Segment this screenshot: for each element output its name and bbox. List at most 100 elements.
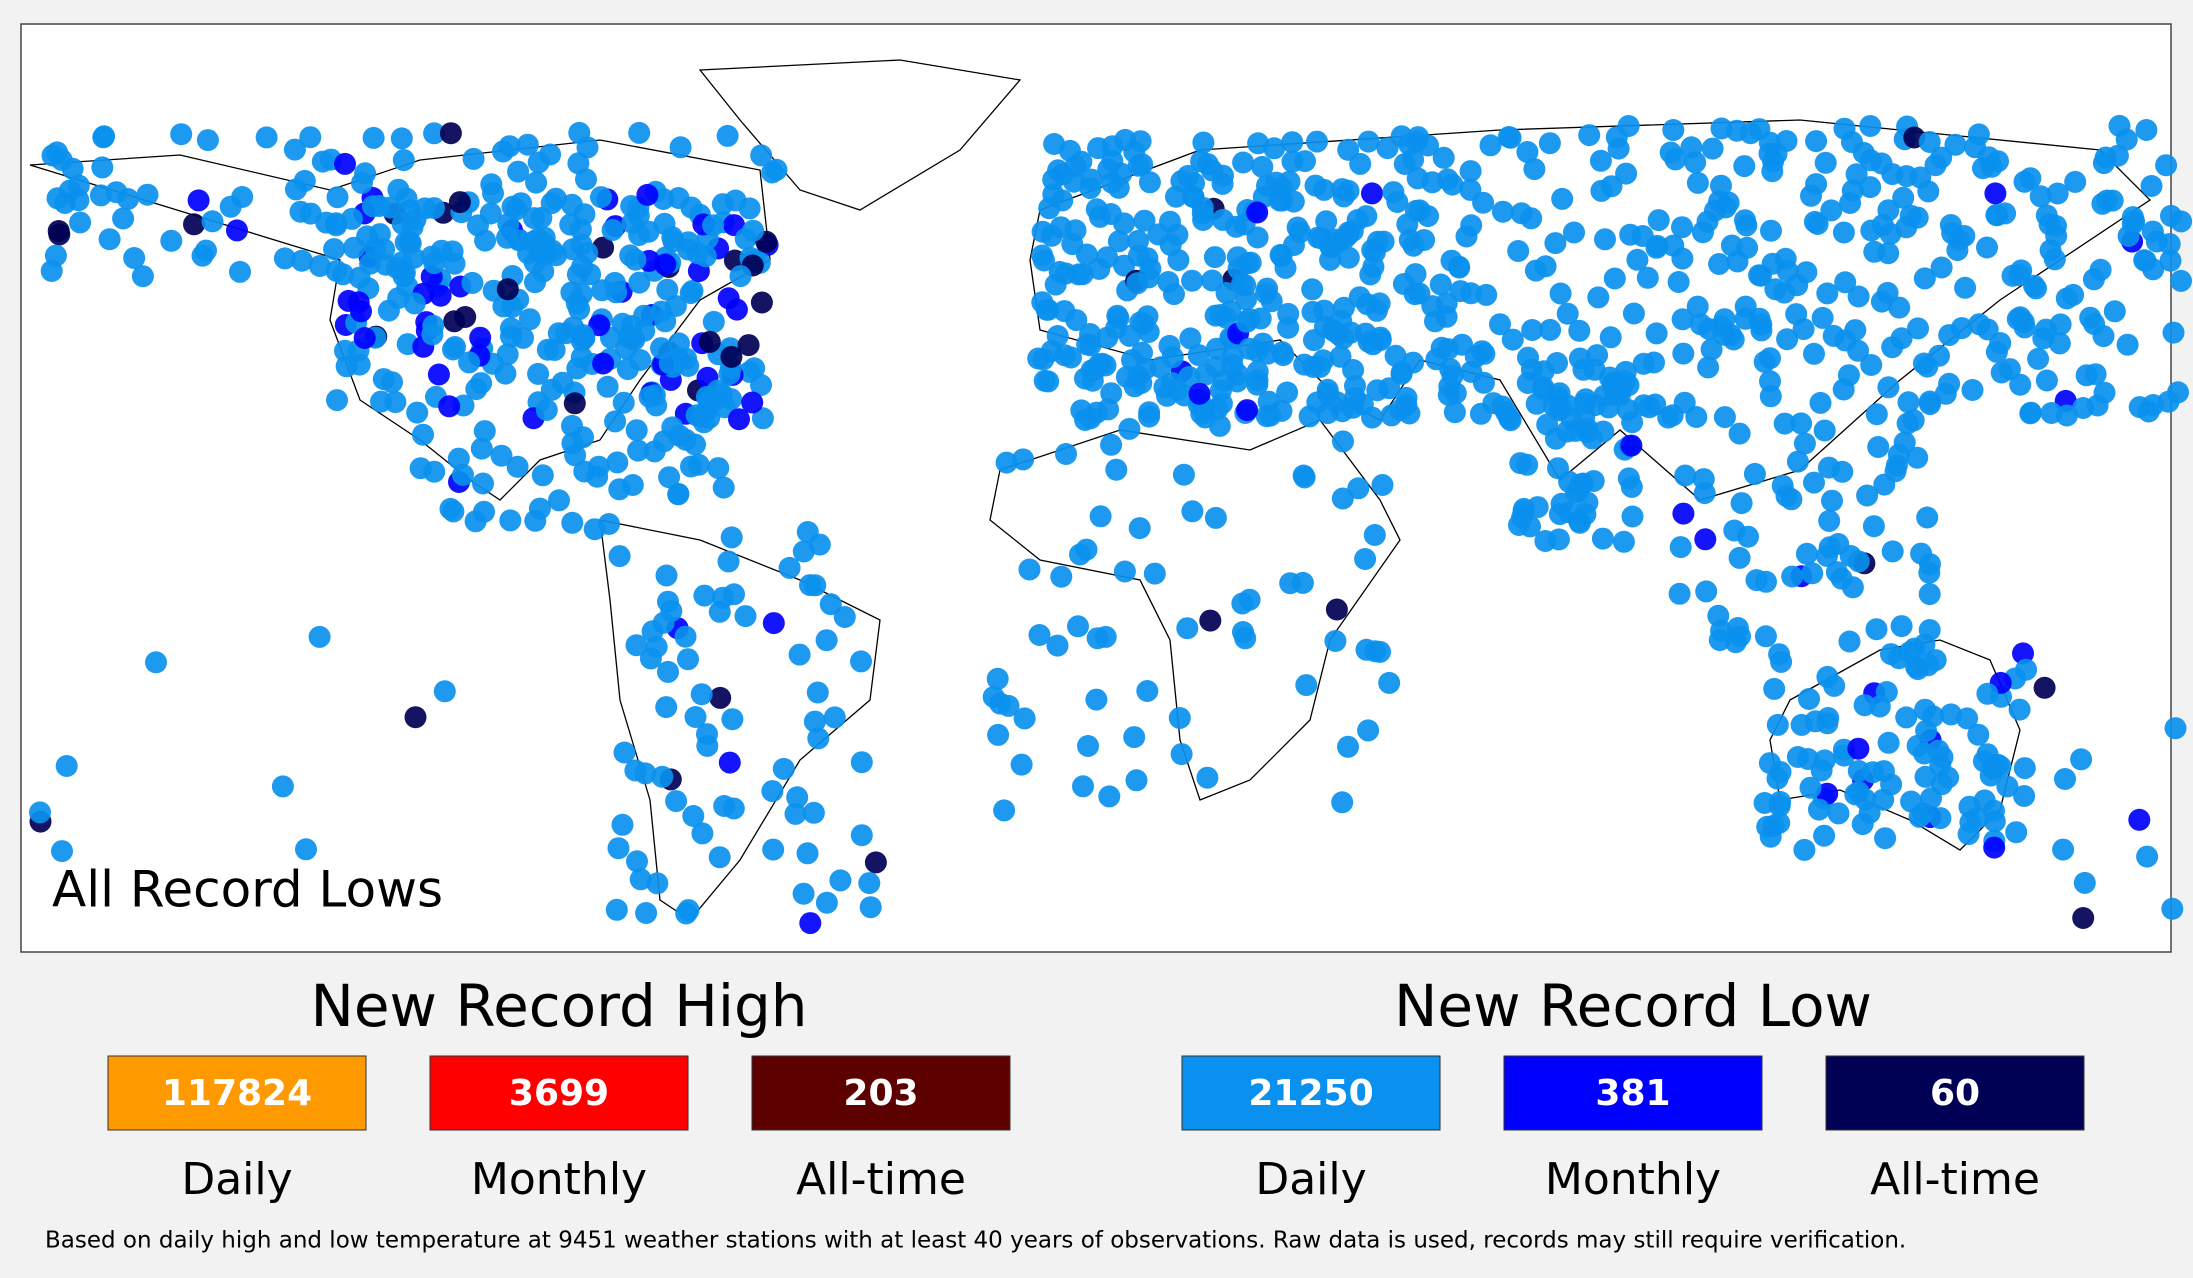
station-dot xyxy=(1620,434,1643,457)
station-dot xyxy=(1892,186,1915,209)
station-dot xyxy=(1281,131,1304,154)
station-dot xyxy=(1089,505,1112,528)
station-dot xyxy=(694,245,717,268)
station-dot xyxy=(1734,209,1756,232)
station-dot xyxy=(1847,550,1870,573)
station-dot xyxy=(536,338,559,361)
station-dot xyxy=(1881,163,1904,186)
station-dot xyxy=(772,757,795,780)
station-dot xyxy=(1859,115,1882,137)
station-dot xyxy=(1204,506,1227,529)
station-dot xyxy=(1517,346,1539,369)
station-dot xyxy=(131,265,154,288)
station-dot xyxy=(1916,355,1939,378)
station-dot xyxy=(690,683,713,706)
station-dot xyxy=(1279,572,1302,595)
station-dot xyxy=(1459,178,1482,201)
station-dot xyxy=(572,326,595,349)
station-dot xyxy=(716,124,739,147)
station-dot xyxy=(1556,302,1579,325)
station-dot xyxy=(1833,117,1856,140)
station-dot xyxy=(674,625,697,648)
station-dot xyxy=(98,228,121,251)
station-dot xyxy=(454,306,477,328)
station-dot xyxy=(662,230,685,253)
station-dot xyxy=(1954,276,1977,299)
station-dot xyxy=(1917,180,1940,203)
station-dot xyxy=(1887,647,1910,670)
station-dot xyxy=(561,511,584,534)
station-dot xyxy=(290,249,313,272)
station-dot xyxy=(1497,126,1520,148)
station-dot xyxy=(1713,406,1736,429)
station-dot xyxy=(738,197,761,220)
legend-box xyxy=(429,1055,689,1131)
station-dot xyxy=(1674,464,1697,487)
station-dot xyxy=(677,648,699,671)
station-dot xyxy=(1684,151,1707,174)
station-dot xyxy=(1821,489,1843,512)
station-dot xyxy=(439,122,462,145)
station-dot xyxy=(1813,749,1836,772)
station-dot xyxy=(1324,630,1347,652)
station-dot xyxy=(691,822,714,845)
station-dot xyxy=(195,239,217,262)
station-dot xyxy=(645,394,668,417)
station-dot xyxy=(823,706,846,729)
station-dot xyxy=(461,271,484,294)
station-dot xyxy=(1181,500,1204,523)
station-dot xyxy=(989,692,1012,715)
station-dot xyxy=(390,127,413,150)
station-dot xyxy=(496,278,519,301)
station-dot xyxy=(741,391,764,414)
station-dot xyxy=(490,444,513,467)
station-dot xyxy=(1972,157,1994,180)
station-dot xyxy=(1766,713,1789,736)
station-dot xyxy=(1340,321,1362,344)
station-dot xyxy=(612,391,635,414)
station-dot xyxy=(2117,225,2140,247)
station-dot xyxy=(1669,536,1692,559)
station-dot xyxy=(1795,542,1818,565)
station-dot xyxy=(1967,723,1990,746)
station-dot xyxy=(2013,170,2036,193)
station-dot xyxy=(462,147,485,170)
station-dot xyxy=(29,801,51,824)
station-dot xyxy=(1301,278,1324,301)
station-dot xyxy=(750,291,773,314)
station-dot xyxy=(1902,409,1925,432)
station-dot xyxy=(1131,153,1154,176)
station-dot xyxy=(625,419,648,442)
station-dot xyxy=(1820,199,1843,222)
station-dot xyxy=(1293,353,1316,376)
legend-count: 21250 xyxy=(1248,1073,1373,1114)
station-dot xyxy=(1817,456,1840,479)
station-dot xyxy=(1118,417,1141,440)
station-dot xyxy=(2158,233,2181,255)
station-dot xyxy=(362,126,385,149)
station-dot xyxy=(1813,824,1836,847)
station-dot xyxy=(1793,432,1816,455)
station-dot xyxy=(1929,807,1952,830)
station-dot xyxy=(1672,342,1695,365)
station-dot xyxy=(395,187,418,210)
station-dot xyxy=(1801,562,1824,585)
station-dot xyxy=(1961,379,1984,401)
station-dot xyxy=(1643,351,1665,374)
station-dot xyxy=(655,564,678,587)
station-dot xyxy=(1337,735,1359,758)
station-dot xyxy=(596,375,619,398)
station-dot xyxy=(742,219,765,242)
station-dot xyxy=(1696,210,1719,233)
station-dot xyxy=(636,183,659,206)
station-dot xyxy=(1626,248,1649,271)
station-dot xyxy=(2089,258,2112,281)
station-dot xyxy=(1825,561,1848,584)
station-dot xyxy=(987,723,1010,746)
station-dot xyxy=(1548,503,1571,526)
station-dot xyxy=(1357,130,1380,153)
station-dot xyxy=(480,173,503,196)
station-dot xyxy=(684,706,707,728)
station-dot xyxy=(696,734,719,757)
station-dot xyxy=(1775,485,1798,507)
